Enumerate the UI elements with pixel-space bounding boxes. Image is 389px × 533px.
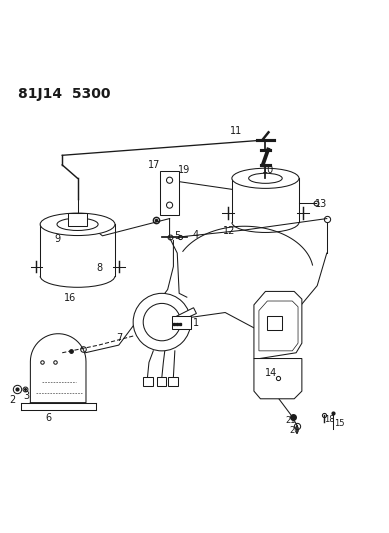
Text: 4: 4	[193, 230, 199, 240]
Text: 6: 6	[45, 413, 51, 423]
Text: 11: 11	[230, 126, 242, 136]
Text: 1: 1	[193, 318, 199, 328]
Polygon shape	[176, 308, 196, 322]
Text: 9: 9	[54, 233, 61, 244]
Text: 10: 10	[262, 165, 274, 174]
Bar	[172, 317, 191, 329]
Text: 8: 8	[97, 263, 103, 273]
Bar	[168, 377, 178, 386]
Ellipse shape	[232, 168, 299, 188]
Bar	[157, 377, 166, 386]
Text: 17: 17	[148, 159, 160, 169]
Text: 19: 19	[179, 165, 191, 174]
Text: 20: 20	[290, 426, 300, 435]
Bar	[267, 317, 282, 330]
Text: 81J14  5300: 81J14 5300	[18, 87, 110, 101]
Text: 13: 13	[315, 199, 328, 209]
Bar	[68, 213, 87, 226]
Polygon shape	[254, 359, 302, 399]
Text: 15: 15	[335, 418, 345, 427]
Text: 7: 7	[116, 333, 122, 343]
Bar	[143, 377, 152, 386]
Text: 3: 3	[23, 391, 30, 401]
Circle shape	[133, 293, 191, 351]
Text: 12: 12	[223, 226, 236, 236]
Text: 18: 18	[324, 415, 335, 424]
Bar	[160, 171, 179, 215]
Text: 14: 14	[265, 368, 278, 378]
Text: 2: 2	[9, 394, 15, 405]
Text: 5: 5	[174, 230, 180, 240]
Text: 21: 21	[286, 416, 296, 425]
Polygon shape	[254, 292, 302, 359]
Ellipse shape	[40, 213, 115, 236]
Text: 16: 16	[64, 293, 76, 303]
